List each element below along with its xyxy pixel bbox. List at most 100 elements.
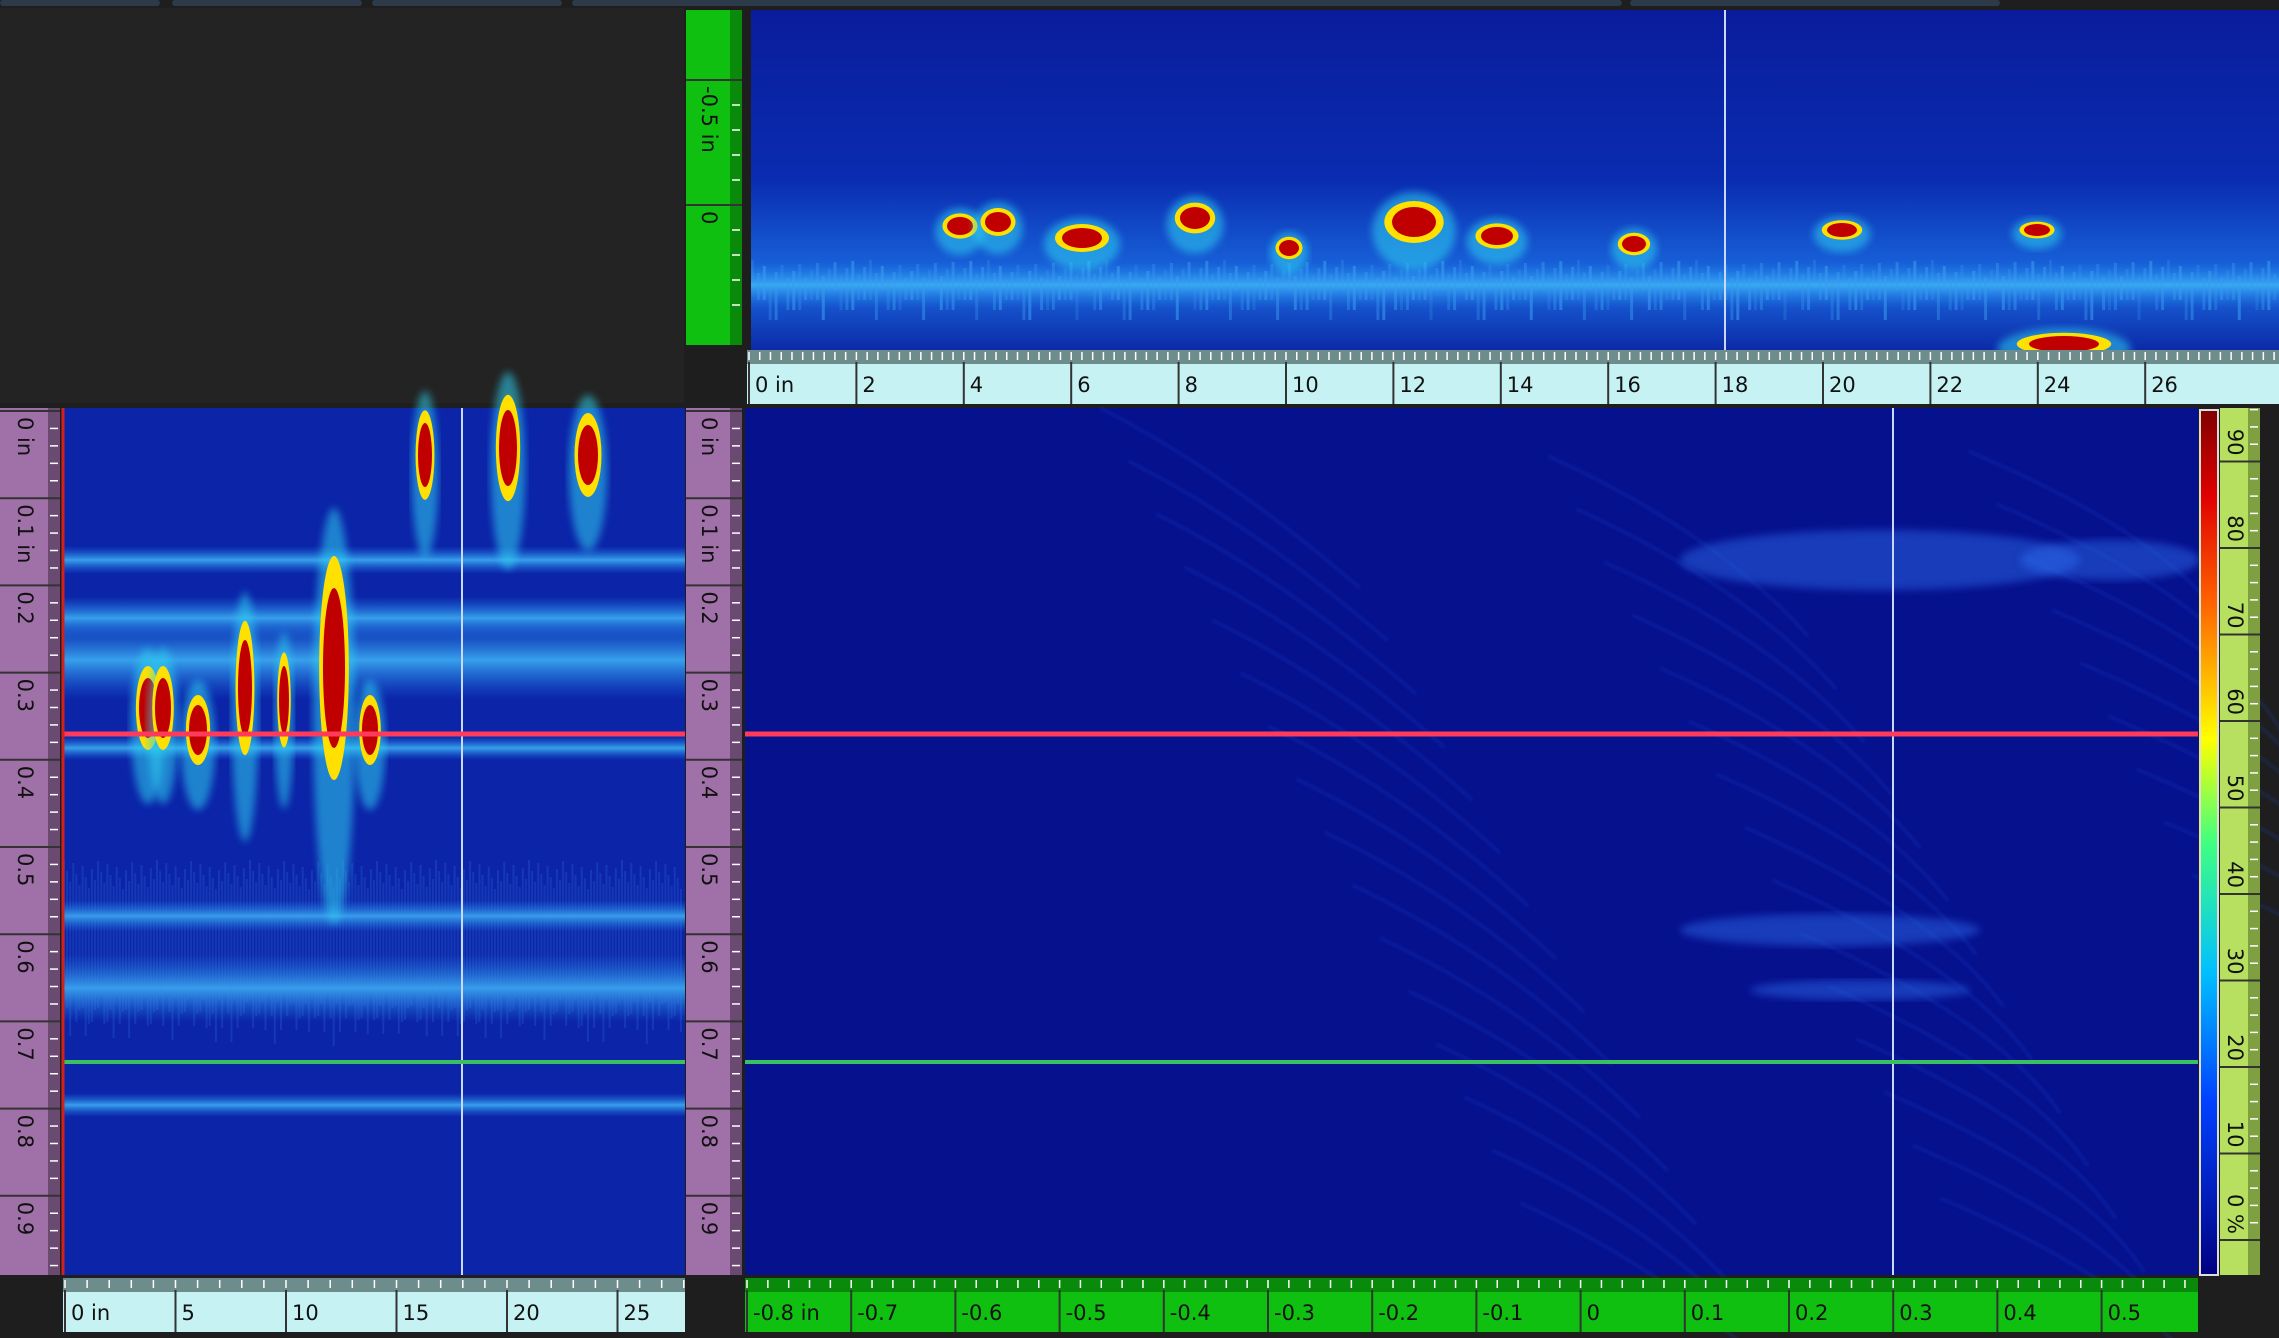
tick-label: 2 bbox=[862, 373, 875, 397]
tick-label: -0.5 bbox=[1066, 1301, 1107, 1325]
scan-speckle bbox=[1854, 271, 1858, 310]
scan-speckle bbox=[2155, 274, 2159, 310]
scan-speckle bbox=[562, 861, 565, 998]
indication-core bbox=[947, 217, 973, 235]
scan-speckle bbox=[2007, 269, 2011, 310]
scan-speckle bbox=[658, 872, 661, 1016]
tick-label: 20 bbox=[1829, 373, 1856, 397]
scan-speckle bbox=[1158, 277, 1162, 300]
scan-speckle bbox=[524, 879, 527, 1012]
tick-label: 70 bbox=[2223, 602, 2247, 629]
scan-speckle bbox=[1571, 267, 1575, 300]
tab[interactable] bbox=[172, 0, 362, 6]
scan-speckle bbox=[2090, 271, 2094, 320]
scan-speckle bbox=[1624, 264, 1628, 300]
scan-speckle bbox=[168, 874, 171, 1012]
empty-panel bbox=[0, 8, 684, 403]
scan-speckle bbox=[1683, 274, 1687, 320]
scan-speckle bbox=[1830, 279, 1834, 320]
scan-speckle bbox=[233, 865, 236, 1000]
indication-core bbox=[238, 640, 252, 736]
scan-speckle bbox=[335, 868, 338, 1004]
scan-speckle bbox=[1559, 261, 1563, 310]
scan-arc bbox=[1827, 985, 2089, 1167]
scan-speckle bbox=[146, 887, 149, 1026]
scan-speckle bbox=[1193, 275, 1197, 310]
scan-speckle bbox=[332, 887, 335, 1046]
scan-speckle bbox=[323, 884, 326, 1032]
tick-label: 0.2 bbox=[697, 591, 721, 624]
scan-speckle bbox=[1252, 265, 1256, 310]
scan-speckle bbox=[1612, 278, 1616, 300]
scan-speckle bbox=[140, 865, 143, 1010]
scan-arc bbox=[1239, 672, 1501, 854]
scan-speckle bbox=[845, 268, 849, 310]
scan-speckle bbox=[66, 871, 69, 1008]
scan-speckle bbox=[1435, 268, 1439, 290]
scan-arc bbox=[2107, 715, 2279, 805]
scan-speckle bbox=[320, 873, 323, 1004]
tick-label: 0.4 bbox=[697, 766, 721, 799]
scan-speckle bbox=[1506, 264, 1510, 310]
scan-speckle bbox=[821, 276, 825, 320]
scan-speckle bbox=[916, 264, 920, 300]
scan-speckle bbox=[1329, 274, 1333, 320]
scan-speckle bbox=[112, 886, 115, 1038]
scan-speckle bbox=[627, 882, 630, 1016]
scan-arc bbox=[1771, 879, 2033, 1061]
scan-speckle bbox=[236, 876, 239, 1028]
scan-speckle bbox=[419, 865, 422, 1020]
scan-speckle bbox=[1246, 272, 1250, 310]
ruler: 0 in 2 4 6 8 10 12 14 16 18 20 22 24 26 bbox=[747, 350, 2279, 404]
tick-label: 50 bbox=[2223, 775, 2247, 802]
scan-speckle bbox=[357, 885, 360, 1020]
tick-label: 0 bbox=[1587, 1301, 1600, 1325]
scan-speckle bbox=[199, 864, 202, 1012]
scan-speckle bbox=[348, 882, 351, 1006]
scan-speckle bbox=[270, 877, 273, 1016]
indication-core bbox=[2029, 336, 2099, 352]
tab[interactable] bbox=[572, 0, 1622, 6]
scan-arc bbox=[1183, 566, 1445, 748]
scan-speckle bbox=[267, 866, 270, 988]
scan-speckle bbox=[87, 888, 90, 1024]
scan-speckle bbox=[1341, 260, 1344, 290]
scan-speckle bbox=[286, 872, 289, 1016]
scan-speckle bbox=[839, 275, 843, 310]
scan-speckle bbox=[131, 862, 134, 996]
scan-echo bbox=[2020, 540, 2200, 580]
scan-speckle bbox=[1824, 266, 1828, 300]
scan-speckle bbox=[1990, 270, 1993, 290]
scan-speckle bbox=[1754, 270, 1757, 310]
scan-arc bbox=[1127, 460, 1389, 642]
scan-speckle bbox=[81, 866, 84, 1008]
scan-speckle bbox=[1122, 279, 1126, 320]
tab[interactable] bbox=[1630, 0, 2000, 6]
scan-speckle bbox=[379, 872, 382, 1006]
scan-speckle bbox=[106, 864, 109, 1022]
scan-speckle bbox=[1146, 271, 1150, 310]
scan-speckle bbox=[534, 882, 537, 1026]
tab[interactable] bbox=[372, 0, 562, 6]
scan-speckle bbox=[208, 867, 211, 1026]
tab[interactable] bbox=[0, 0, 160, 6]
scan-speckle bbox=[1700, 273, 1704, 310]
scan-speckle bbox=[500, 881, 503, 1038]
scan-speckle bbox=[1364, 272, 1368, 300]
scan-speckle bbox=[481, 875, 484, 1010]
scan-speckle bbox=[1594, 279, 1598, 310]
scan-speckle bbox=[780, 265, 784, 290]
scan-speckle bbox=[137, 884, 140, 1012]
scan-speckle bbox=[307, 889, 310, 1032]
scan-speckle bbox=[933, 263, 937, 290]
left-scan bbox=[63, 372, 685, 1275]
scan-speckle bbox=[227, 873, 230, 1014]
tick-label: 0.7 bbox=[13, 1027, 37, 1060]
scan-speckle bbox=[2196, 265, 2200, 290]
scan-speckle bbox=[798, 264, 802, 310]
scan-speckle bbox=[283, 861, 286, 988]
scan-speckle bbox=[2072, 272, 2076, 300]
scan-speckle bbox=[1954, 272, 1958, 310]
scan-speckle bbox=[673, 867, 676, 1016]
scan-speckle bbox=[385, 864, 388, 992]
